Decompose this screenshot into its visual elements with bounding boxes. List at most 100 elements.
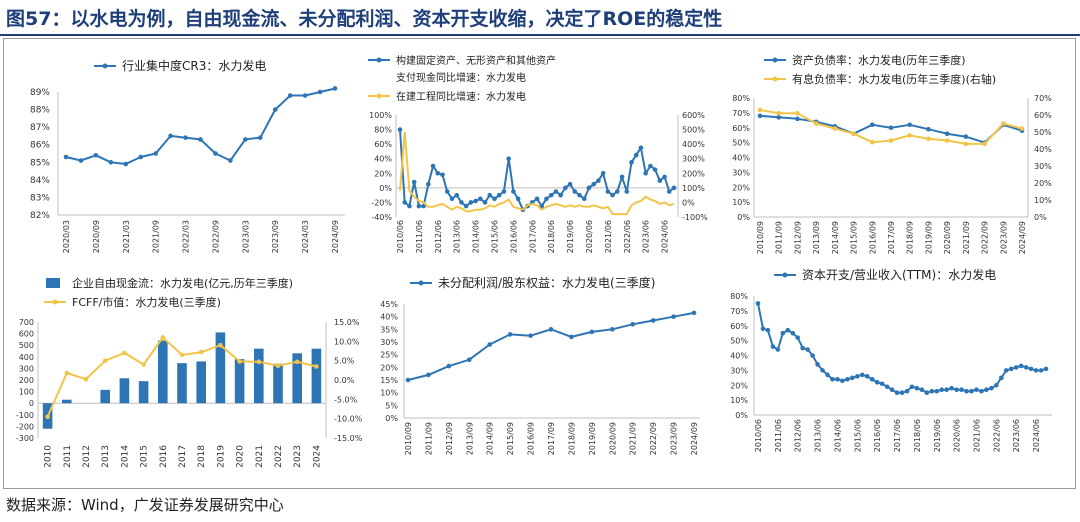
y-tick-label: 600% <box>682 111 705 120</box>
y-tick-label: 400 <box>19 353 34 362</box>
data-point <box>691 310 697 316</box>
y-tick-label: 50% <box>732 139 750 148</box>
y-tick-label: 300 <box>19 364 34 373</box>
data-point <box>123 161 129 167</box>
x-tick-label: 2015 <box>140 445 150 468</box>
data-point <box>999 375 1004 381</box>
x-tick-label: 2020/09 <box>943 221 952 254</box>
data-point <box>600 170 606 176</box>
y-tick-label: 0% <box>379 184 392 193</box>
x-tick-label: 2018 <box>197 445 207 468</box>
data-point <box>577 192 582 198</box>
data-point <box>888 138 894 143</box>
data-point <box>440 172 445 178</box>
y-tick-label: 30% <box>732 168 750 177</box>
data-point <box>183 135 188 140</box>
bar <box>177 363 187 404</box>
series-line <box>399 131 675 216</box>
x-tick-label: 2013/09 <box>812 221 821 254</box>
data-point <box>141 362 146 367</box>
x-tick-label: 2011/06 <box>415 220 424 253</box>
bar <box>273 363 283 404</box>
x-tick-label: 2024/09 <box>1018 221 1027 254</box>
x-tick-label: 2016/09 <box>527 422 536 455</box>
y-tick-label: 10% <box>730 396 748 405</box>
x-tick-label: 2022 <box>274 445 284 468</box>
x-tick-label: 2013/09 <box>465 422 474 455</box>
x-tick-label: 2023/09 <box>670 422 679 455</box>
data-point <box>944 387 949 393</box>
data-point <box>770 344 776 349</box>
data-point <box>630 321 636 327</box>
data-point <box>820 368 825 373</box>
data-point <box>1013 365 1019 370</box>
data-point <box>64 370 70 376</box>
data-point <box>446 363 452 369</box>
x-tick-label: 2024/09 <box>690 422 699 455</box>
y-tick-label: 45% <box>380 300 398 309</box>
data-point <box>982 141 987 147</box>
x-tick-label: 2016/06 <box>509 220 518 253</box>
x-tick-label: 2021/06 <box>604 220 613 253</box>
data-point <box>904 388 910 394</box>
data-point <box>563 185 568 191</box>
title-bar: 图57：以水电为例，自由现金流、未分配利润、资本开支收缩，决定了ROE的稳定性 <box>0 0 1080 38</box>
y-tick-label: -100% <box>682 213 708 222</box>
data-point <box>800 345 805 351</box>
y-tick-label: 40% <box>730 352 748 361</box>
x-tick-label: 2023/03 <box>241 220 250 253</box>
source-note: 数据来源：Wind，广发证券发展研究中心 <box>6 496 284 514</box>
data-point <box>501 189 507 194</box>
data-point <box>850 375 855 381</box>
data-point <box>287 93 293 98</box>
data-point <box>213 151 218 156</box>
data-point <box>851 131 856 136</box>
data-point <box>591 181 596 187</box>
y-tick-label: 25% <box>380 351 398 360</box>
x-tick-label: 2021/09 <box>629 422 638 455</box>
y-tick-label: 50% <box>730 337 748 346</box>
data-point <box>449 196 455 202</box>
data-point <box>832 126 838 131</box>
data-point <box>629 160 634 165</box>
data-point <box>459 200 464 205</box>
data-point <box>444 189 450 194</box>
data-point <box>548 192 554 198</box>
chart-capex-revenue-svg: 资本开支/营业收入(TTM)：水力发电 0% 10% 20% 30% 40% 50% 60% 7… <box>730 267 1052 452</box>
data-point <box>421 203 426 209</box>
y-tick-label: 80% <box>374 126 392 135</box>
data-point <box>463 203 469 209</box>
data-point <box>939 387 945 393</box>
data-point <box>237 359 242 364</box>
data-point <box>45 414 50 420</box>
x-tick-label: 2011/06 <box>774 419 783 452</box>
y-tick-label: 0% <box>737 213 750 222</box>
data-point <box>179 352 185 358</box>
data-point <box>569 334 574 340</box>
chart-cr3: 行业集中度CR3：水力发电 82% 83% 84% 85% 86% 87% 88% 89% 202… <box>8 40 353 262</box>
data-point <box>615 189 620 194</box>
y-tick-label: 0% <box>385 414 398 423</box>
y-tick-label: 20% <box>380 363 398 372</box>
x-tick-label: 2022/09 <box>649 422 658 455</box>
data-point <box>650 318 656 323</box>
data-point <box>506 156 511 162</box>
data-point <box>815 362 820 367</box>
data-point <box>496 192 502 198</box>
data-point <box>633 152 639 158</box>
data-point <box>466 357 472 363</box>
y-tick-label: 5.0% <box>334 357 355 366</box>
data-point <box>835 377 840 382</box>
x-tick-label: 2017/09 <box>887 221 896 254</box>
y-tick-label: -5.0% <box>334 395 358 404</box>
chart-capex-growth: 构建固定资产、无形资产和其他资产支付现金同比增速：水力发电 在建工程同比增速：水力… <box>360 40 720 262</box>
data-point <box>332 86 338 91</box>
data-point <box>795 111 800 116</box>
data-point <box>1023 365 1029 370</box>
data-point <box>548 327 554 332</box>
data-point <box>944 131 950 136</box>
y-tick-label: 100% <box>682 184 705 193</box>
y-tick-label: 35% <box>380 325 398 334</box>
bar <box>292 353 302 404</box>
data-point <box>294 359 300 365</box>
